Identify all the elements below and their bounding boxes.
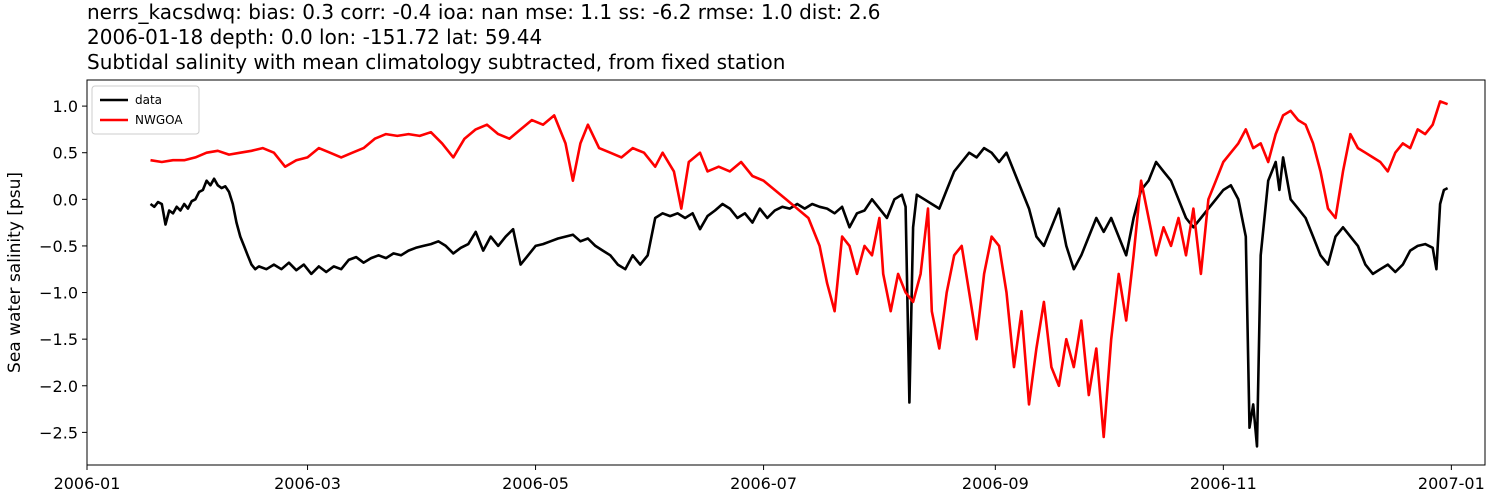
y-tick-label: −0.5 <box>39 237 78 256</box>
legend: data NWGOA <box>91 85 200 135</box>
x-tick-label: 2006-07 <box>730 474 797 493</box>
x-tick-label: 2006-09 <box>962 474 1029 493</box>
y-axis-label: Sea water salinity [psu] <box>5 172 25 373</box>
chart-title: nerrs_kacsdwq: bias: 0.3 corr: -0.4 ioa:… <box>87 0 881 75</box>
x-tick-label: 2006-01 <box>54 474 121 493</box>
y-tick-label: 0.5 <box>53 144 78 163</box>
y-tick-label: 1.0 <box>53 97 78 116</box>
y-tick-label: −2.0 <box>39 377 78 396</box>
legend-box <box>91 85 200 135</box>
y-tick-label: −1.5 <box>39 330 78 349</box>
x-tick-label: 2006-11 <box>1190 474 1257 493</box>
y-tick-label: 0.0 <box>53 190 78 209</box>
title-line-2: 2006-01-18 depth: 0.0 lon: -151.72 lat: … <box>87 25 543 49</box>
series-line-data <box>149 146 1449 448</box>
y-tick-label: −1.0 <box>39 284 78 303</box>
x-tick-label: 2006-03 <box>274 474 341 493</box>
x-tick-label: 2007-01 <box>1418 474 1485 493</box>
axes: 2006-01 2006-03 2006-05 2006-07 2006-09 2006-… <box>39 79 1486 493</box>
title-line-1: nerrs_kacsdwq: bias: 0.3 corr: -0.4 ioa:… <box>87 0 881 24</box>
plot-area <box>149 100 1449 448</box>
series-line-nwgoa <box>150 100 1449 439</box>
title-line-3: Subtidal salinity with mean climatology … <box>87 50 786 74</box>
x-tick-label: 2006-05 <box>502 474 569 493</box>
plot-frame <box>86 79 1486 466</box>
legend-label-data: data <box>135 93 162 107</box>
y-tick-label: −2.5 <box>39 423 78 442</box>
legend-label-nwgoa: NWGOA <box>135 113 183 127</box>
